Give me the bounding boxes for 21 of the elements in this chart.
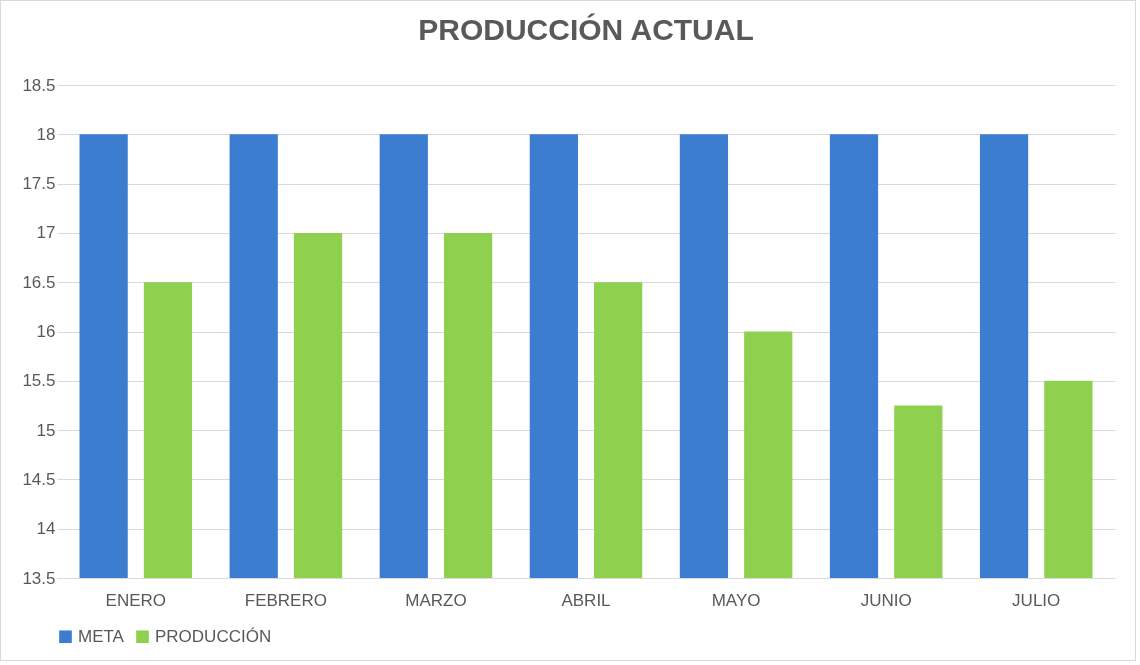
- x-tick-label: ABRIL: [561, 590, 611, 610]
- y-tick-label: 16.5: [22, 272, 56, 292]
- legend-label: META: [78, 626, 125, 646]
- x-tick-label: MAYO: [711, 590, 761, 610]
- x-tick-label: JUNIO: [860, 590, 912, 610]
- y-tick-label: 15: [36, 420, 56, 440]
- chart-title: PRODUCCIÓN ACTUAL: [418, 13, 754, 46]
- y-tick-label: 13.5: [22, 568, 56, 588]
- y-tick-label: 16: [36, 322, 56, 341]
- y-tick-label: 18: [36, 124, 56, 144]
- y-tick-label: 17: [36, 223, 56, 243]
- y-tick-label: 18.5: [22, 75, 56, 95]
- y-tick-label: 15.5: [22, 371, 56, 391]
- x-tick-label: FEBRERO: [244, 590, 327, 610]
- x-tick-label: ENERO: [105, 590, 167, 610]
- y-tick-label: 14: [36, 519, 56, 539]
- x-tick-label: JULIO: [1012, 590, 1061, 610]
- x-tick-label: MARZO: [405, 590, 467, 610]
- y-tick-label: 14.5: [22, 469, 56, 489]
- legend-label: PRODUCCIÓN: [155, 626, 272, 646]
- y-tick-label: 17.5: [22, 174, 56, 194]
